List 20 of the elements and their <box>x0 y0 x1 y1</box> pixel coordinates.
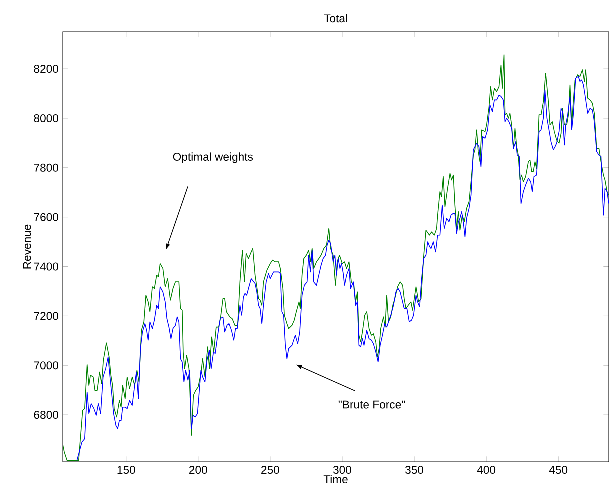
y-tick-label: 7400 <box>34 262 59 271</box>
x-tick-label: 200 <box>190 466 208 474</box>
y-tick-label: 8200 <box>34 65 59 74</box>
x-tick-label: 150 <box>118 466 136 474</box>
chart-title: Total <box>324 14 348 23</box>
y-tick-label: 7200 <box>34 312 59 320</box>
x-tick-label: 250 <box>262 466 280 474</box>
y-axis-title: Revenue <box>23 224 32 269</box>
y-tick-label: 7000 <box>34 362 59 370</box>
x-tick-label: 400 <box>477 466 496 474</box>
y-tick-label: 7800 <box>34 164 59 172</box>
x-tick-label: 450 <box>549 466 568 474</box>
y-tick-label: 6800 <box>34 411 59 420</box>
annotation: "Brute Force" <box>338 400 406 409</box>
y-tick-label: 7600 <box>34 213 59 222</box>
x-tick-label: 300 <box>333 466 352 474</box>
x-tick-label: 350 <box>406 466 424 474</box>
y-tick-label: 8000 <box>34 114 59 122</box>
x-axis-title: Time <box>324 475 348 484</box>
annotation: Optimal weights <box>173 152 254 164</box>
